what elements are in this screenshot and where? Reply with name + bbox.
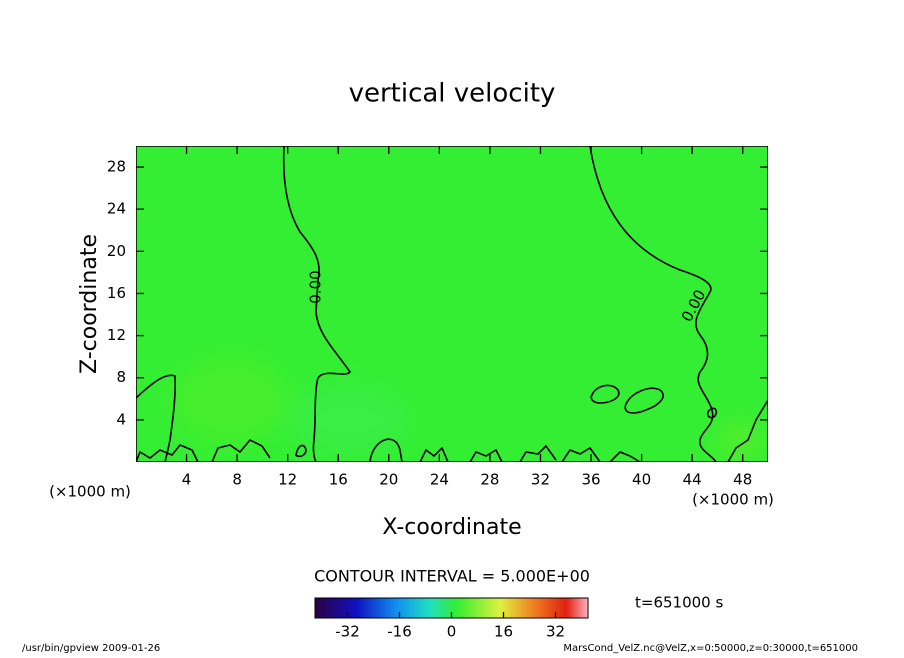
x-tick-label: 36 (581, 471, 600, 489)
chart-title: vertical velocity (349, 79, 556, 109)
y-tick-label: 28 (107, 158, 126, 176)
field-shading (170, 355, 765, 460)
colorbar-tick-label: -32 (335, 623, 360, 641)
plot-area (136, 146, 768, 462)
contour-line (590, 384, 620, 404)
contour-line (706, 407, 718, 419)
contour-line (136, 399, 768, 462)
footer-left: /usr/bin/gpview 2009-01-26 (22, 643, 160, 654)
contour-label: 0.00 (307, 270, 325, 303)
y-tick-label: 24 (107, 200, 126, 218)
contour-interval: CONTOUR INTERVAL = 5.000E+00 (314, 567, 590, 586)
y-axis-label: Z-coordinate (77, 234, 102, 374)
colorbar-tick-label: -16 (387, 623, 412, 641)
contour-line (282, 146, 352, 462)
y-tick-label: 20 (107, 242, 126, 260)
contour-line (589, 146, 717, 462)
x-tick-label: 32 (531, 471, 550, 489)
colorbar-tick-label: 16 (494, 623, 513, 641)
x-tick-label: 48 (733, 471, 752, 489)
x-tick-label: 44 (683, 471, 702, 489)
x-tick-label: 40 (632, 471, 651, 489)
contour-line (624, 387, 664, 414)
x-unit: (×1000 m) (692, 491, 774, 509)
colorbar-tick-label: 32 (546, 623, 565, 641)
y-tick-label: 8 (116, 368, 126, 386)
x-tick-label: 28 (480, 471, 499, 489)
y-unit: (×1000 m) (49, 483, 131, 501)
x-tick-label: 8 (232, 471, 242, 489)
x-tick-label: 16 (329, 471, 348, 489)
x-axis-label: X-coordinate (382, 515, 521, 540)
y-tick-label: 4 (116, 410, 126, 428)
colorbar-tick-label: 0 (447, 623, 457, 641)
x-tick-label: 12 (278, 471, 297, 489)
x-tick-label: 24 (430, 471, 449, 489)
time-label: t=651000 s (635, 594, 723, 612)
x-tick-label: 4 (182, 471, 192, 489)
footer-right: MarsCond_VelZ.nc@VelZ,x=0:50000,z=0:3000… (563, 643, 858, 654)
y-tick-label: 16 (107, 284, 126, 302)
x-tick-label: 20 (379, 471, 398, 489)
y-tick-label: 12 (107, 326, 126, 344)
